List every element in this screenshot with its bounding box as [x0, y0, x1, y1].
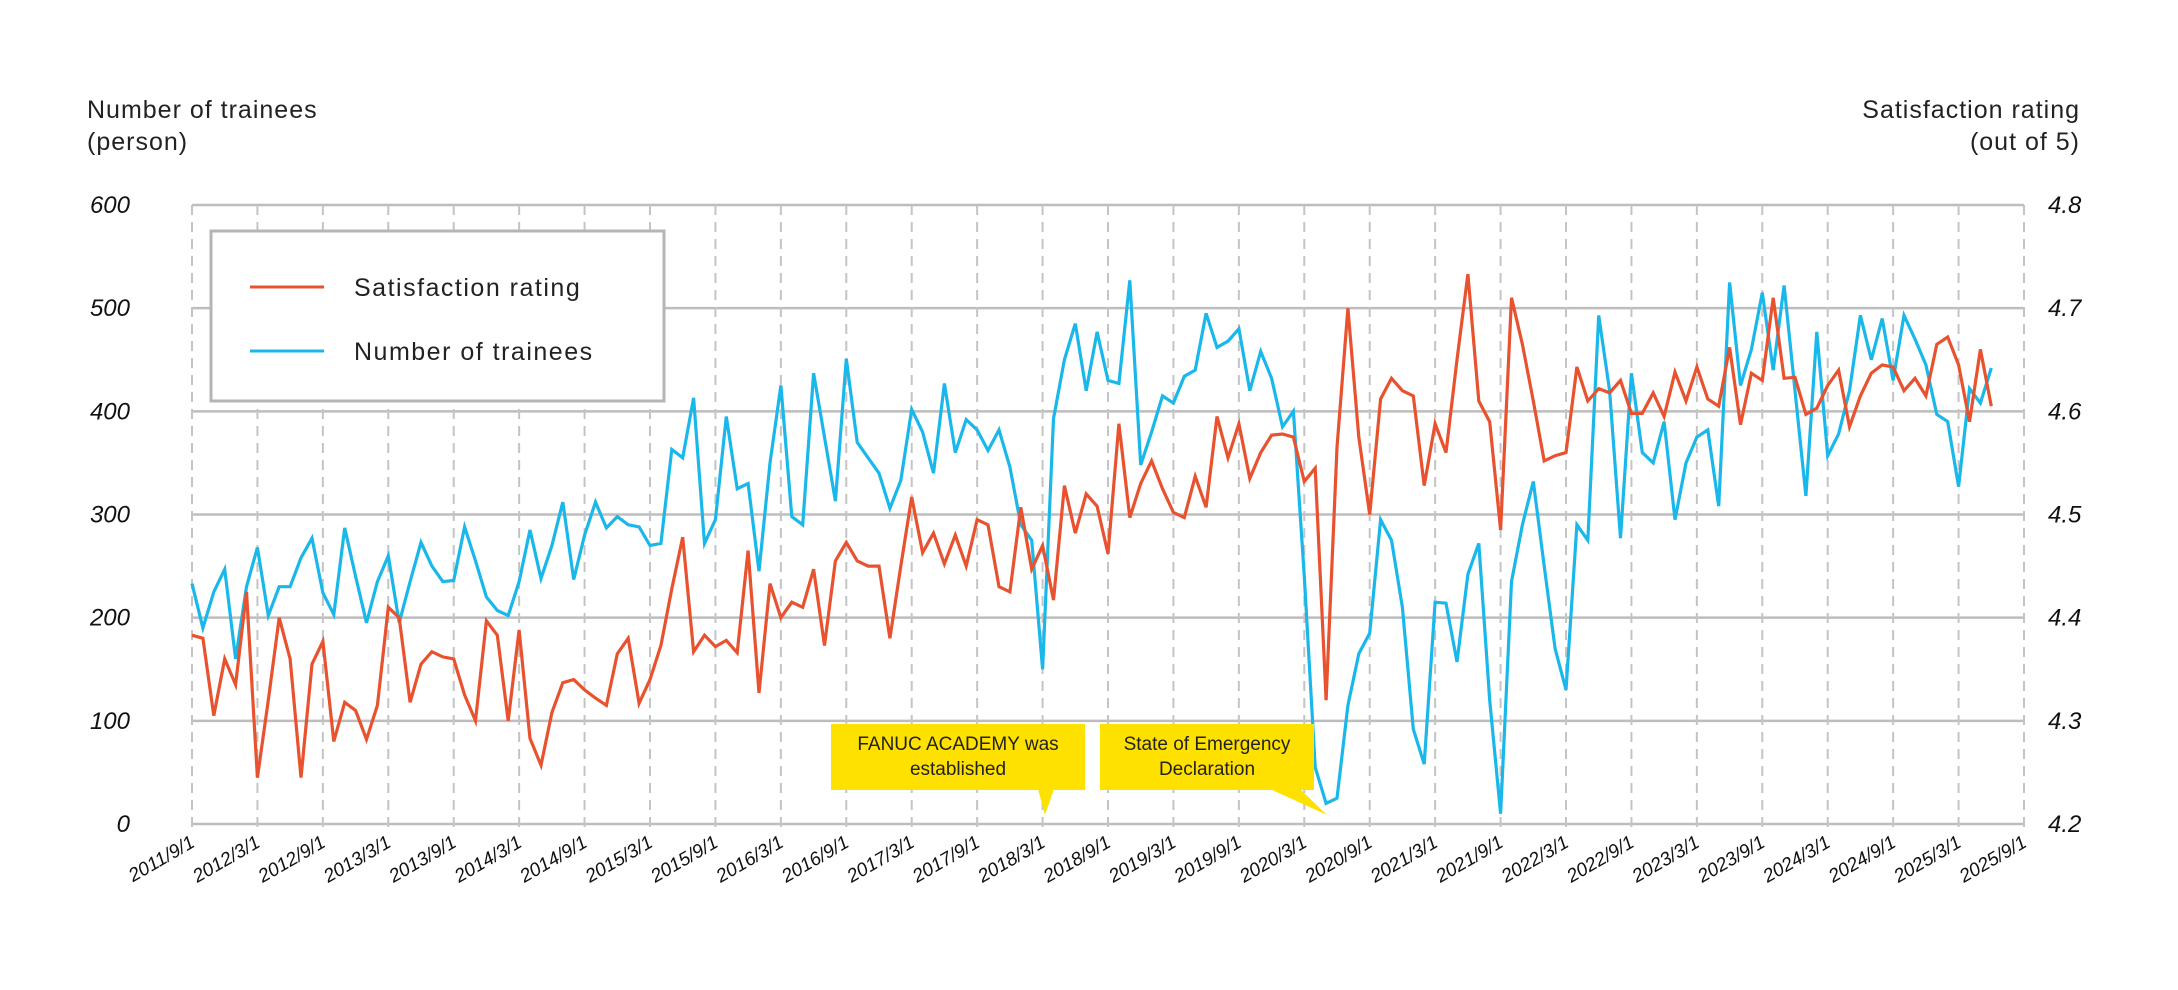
callout-text: FANUC ACADEMY was — [857, 734, 1058, 755]
x-tick-label: 2025/9/1 — [1955, 832, 2030, 888]
x-tick-label: 2017/3/1 — [843, 832, 918, 888]
x-tick-label: 2014/3/1 — [450, 832, 525, 888]
x-tick-label: 2024/9/1 — [1824, 832, 1899, 888]
series-line-trainees — [190, 280, 1993, 814]
x-tick-label: 2015/3/1 — [581, 832, 656, 888]
right-axis-title-line1: Satisfaction rating — [1862, 96, 2080, 124]
annotations: FANUC ACADEMY was established State of Eme… — [831, 724, 1327, 815]
x-tick-label: 2023/3/1 — [1628, 832, 1703, 888]
left-tick-label: 500 — [90, 295, 131, 322]
right-tick-label: 4.5 — [2048, 502, 2082, 529]
left-axis-title-line2: (person) — [87, 128, 188, 156]
right-axis-title-line2: (out of 5) — [1970, 128, 2080, 156]
x-tick-label: 2015/9/1 — [647, 832, 722, 888]
right-tick-label: 4.2 — [2048, 811, 2081, 838]
annotation-callout: State of Emergency Declaration — [1100, 724, 1327, 815]
annotation-callout: FANUC ACADEMY was established — [831, 724, 1085, 815]
x-tick-label: 2022/3/1 — [1497, 832, 1572, 888]
x-tick-label: 2012/3/1 — [189, 832, 264, 888]
right-tick-label: 4.6 — [2048, 398, 2082, 425]
x-axis-ticks: 2011/9/12012/3/12012/9/12013/3/12013/9/1… — [124, 832, 2030, 888]
x-tick-label: 2016/9/1 — [777, 832, 852, 888]
callout-pointer — [1270, 789, 1327, 815]
callout-pointer — [1038, 789, 1054, 815]
left-tick-label: 0 — [117, 811, 131, 838]
right-tick-label: 4.3 — [2048, 708, 2082, 735]
x-tick-label: 2013/3/1 — [319, 832, 394, 888]
x-tick-label: 2012/9/1 — [254, 832, 329, 888]
legend-box — [209, 229, 666, 403]
right-axis-ticks: 4.2 4.3 4.4 4.5 4.6 4.7 4.8 — [2048, 192, 2083, 838]
x-tick-label: 2024/3/1 — [1759, 832, 1834, 888]
x-tick-label: 2020/3/1 — [1235, 832, 1310, 888]
callout-text: State of Emergency — [1124, 734, 1291, 755]
x-tick-label: 2014/9/1 — [516, 832, 591, 888]
x-tick-label: 2018/3/1 — [974, 832, 1049, 888]
x-tick-label: 2021/3/1 — [1366, 832, 1441, 888]
callout-box — [1100, 724, 1314, 790]
left-axis-ticks: 0 100 200 300 400 500 600 — [89, 192, 131, 838]
x-tick-label: 2018/9/1 — [1039, 832, 1114, 888]
x-tick-label: 2011/9/1 — [124, 832, 198, 887]
callout-box — [831, 724, 1085, 790]
left-tick-label: 400 — [90, 398, 131, 425]
legend-label-trainees: Number of trainees — [354, 338, 594, 366]
x-tick-label: 2020/9/1 — [1301, 832, 1376, 888]
right-tick-label: 4.8 — [2048, 192, 2082, 219]
x-tick-label: 2023/9/1 — [1693, 832, 1768, 888]
legend: Satisfaction rating Number of trainees — [209, 229, 666, 403]
left-tick-label: 600 — [90, 192, 131, 219]
left-tick-label: 200 — [89, 605, 131, 632]
callout-text: established — [910, 759, 1006, 780]
x-tick-label: 2016/3/1 — [712, 832, 787, 888]
x-tick-label: 2017/9/1 — [908, 832, 983, 888]
right-tick-label: 4.7 — [2048, 295, 2083, 322]
x-tick-label: 2021/9/1 — [1432, 832, 1507, 888]
series-line-satisfaction — [191, 273, 1993, 778]
left-tick-label: 300 — [90, 502, 131, 529]
x-tick-label: 2025/3/1 — [1890, 832, 1965, 888]
series-lines — [190, 273, 1993, 814]
left-axis-title-line1: Number of trainees — [87, 96, 318, 124]
legend-label-satisfaction: Satisfaction rating — [354, 274, 581, 302]
x-tick-label: 2019/9/1 — [1170, 832, 1245, 888]
x-tick-label: 2022/9/1 — [1563, 832, 1638, 888]
right-tick-label: 4.4 — [2048, 605, 2081, 632]
x-tick-label: 2019/3/1 — [1105, 832, 1180, 888]
x-tick-label: 2013/9/1 — [385, 832, 460, 888]
callout-text: Declaration — [1159, 759, 1255, 780]
left-tick-label: 100 — [90, 708, 131, 735]
